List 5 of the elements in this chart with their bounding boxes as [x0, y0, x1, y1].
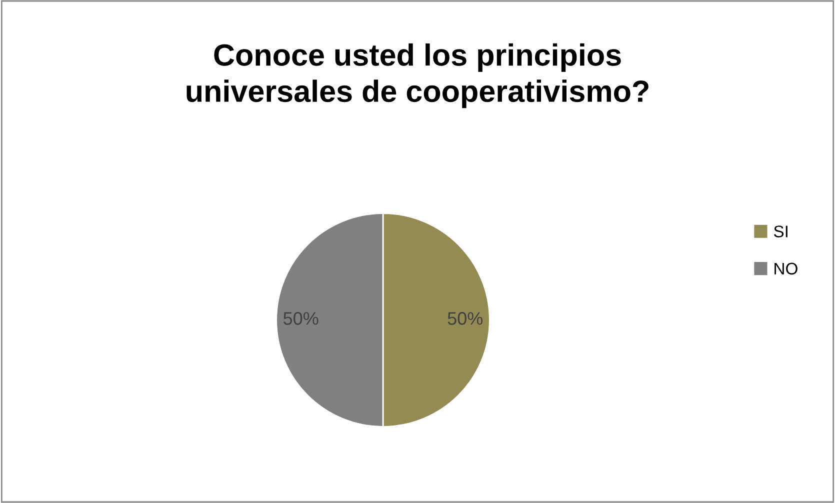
legend-label: NO: [774, 262, 798, 275]
data-label: 50%: [284, 312, 318, 325]
data-label: 50%: [448, 312, 483, 325]
legend-label: SI: [774, 226, 788, 238]
chart-title: Conoce usted los principios universales de cooperativismo?: [186, 43, 648, 108]
